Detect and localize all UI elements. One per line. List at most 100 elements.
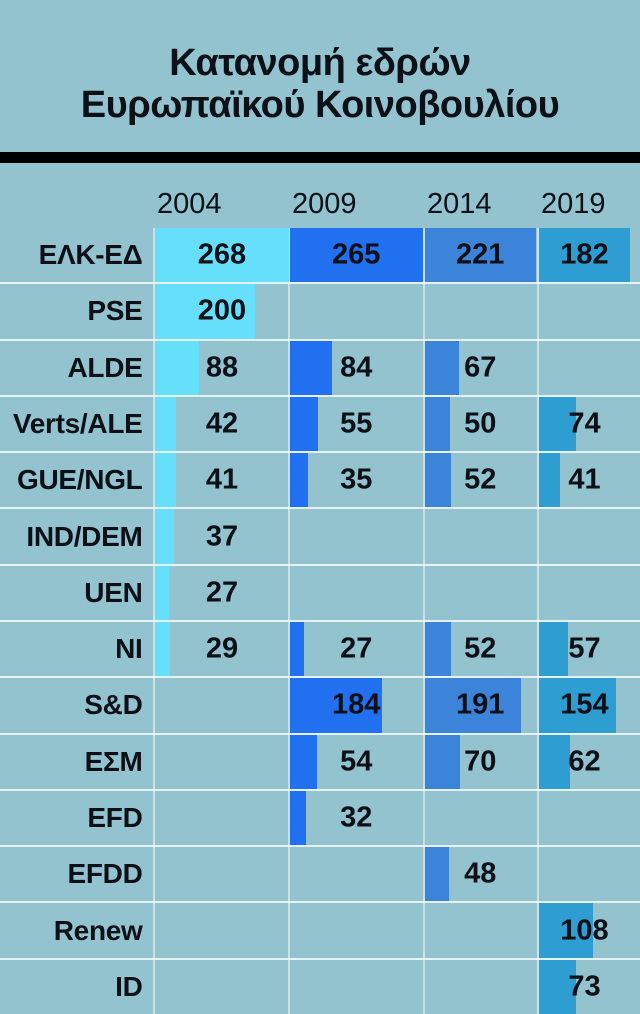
bar-value-2004: 268 — [197, 238, 247, 271]
bar-2014 — [425, 228, 536, 283]
bar-2019 — [539, 959, 576, 1014]
row-bars: 73 — [154, 959, 640, 1014]
year-header-2009: 2009 — [292, 188, 357, 220]
group-label: EFDD — [67, 858, 143, 890]
bar-value-2014: 191 — [456, 688, 505, 721]
group-label: PSE — [87, 295, 143, 327]
row-bars: 29 27 52 57 — [154, 621, 640, 677]
year-header-2019: 2019 — [541, 188, 606, 220]
bar-value-2004: 200 — [197, 294, 247, 327]
bar-2009 — [290, 228, 423, 283]
row-bars: 200 — [154, 284, 640, 339]
group-label: EFD — [87, 801, 143, 833]
bar-value-2004: 42 — [205, 407, 239, 440]
chart-row: IND/DEM 37 — [0, 509, 640, 566]
bar-value-2019: 154 — [560, 688, 609, 721]
bar-value-2019: 62 — [568, 745, 601, 778]
row-bars: 42 55 50 74 — [154, 396, 640, 452]
bar-2019 — [539, 734, 570, 789]
row-bars: 54 70 62 — [154, 734, 640, 789]
bar-value-2004: 29 — [205, 632, 239, 665]
group-label: S&D — [84, 689, 143, 721]
bar-2019 — [539, 678, 616, 733]
year-header-2014: 2014 — [427, 188, 492, 220]
bar-2009 — [290, 396, 318, 452]
bar-value-2014: 70 — [464, 745, 497, 778]
bar-value-2014: 221 — [456, 238, 505, 271]
group-label: ID — [115, 970, 143, 1002]
bar-2009 — [290, 340, 332, 395]
bar-2014 — [425, 678, 521, 733]
chart-row: UEN 27 — [0, 565, 640, 622]
year-header-2004: 2004 — [157, 188, 222, 220]
bar-2014 — [425, 340, 459, 395]
chart-title: Κατανομή εδρών Ευρωπαϊκού Κοινοβουλίου — [0, 0, 640, 152]
bar-2019 — [539, 396, 576, 452]
chart-row: NI 29 27 52 57 — [0, 621, 640, 679]
bar-value-2004: 27 — [205, 576, 239, 609]
bar-2009 — [290, 453, 308, 508]
bar-2014 — [425, 734, 460, 789]
bar-value-2019: 74 — [568, 407, 601, 440]
bar-2014 — [425, 621, 451, 677]
bar-value-2014: 52 — [464, 632, 497, 665]
row-bars: 27 — [154, 565, 640, 620]
bar-2009 — [290, 734, 317, 789]
row-bars: 88 84 67 — [154, 340, 640, 395]
group-label: GUE/NGL — [17, 464, 143, 496]
group-label: Verts/ALE — [12, 407, 143, 439]
bar-2004 — [155, 509, 174, 564]
year-header-row: 2004 2009 2014 2019 — [0, 163, 640, 228]
bar-value-2019: 41 — [568, 463, 601, 496]
bar-2009 — [290, 790, 306, 846]
chart-row: Renew 108 — [0, 903, 640, 960]
bar-2009 — [290, 621, 304, 677]
row-bars: 32 — [154, 790, 640, 846]
chart-row: PSE 200 — [0, 284, 640, 341]
bar-value-2009: 84 — [340, 351, 373, 384]
bar-2004 — [155, 396, 176, 452]
bar-value-2019: 108 — [560, 914, 609, 947]
bar-2004 — [155, 284, 255, 339]
bar-value-2019: 182 — [560, 238, 609, 271]
group-label: ALDE — [67, 351, 143, 383]
bar-value-2009: 35 — [340, 463, 373, 496]
bar-2014 — [425, 453, 451, 508]
bar-2004 — [155, 621, 170, 677]
bar-2004 — [155, 340, 199, 395]
group-label: ΕΛΚ-ΕΔ — [38, 239, 143, 271]
group-label: UEN — [84, 576, 143, 608]
bar-2019 — [539, 453, 560, 508]
row-bars: 184 191 154 — [154, 678, 640, 733]
group-label: Renew — [53, 914, 143, 946]
bar-2004 — [155, 453, 176, 508]
bar-value-2004: 88 — [205, 351, 239, 384]
bar-value-2014: 67 — [464, 351, 497, 384]
bar-2004 — [155, 565, 169, 620]
bar-2014 — [425, 396, 450, 452]
bar-value-2009: 55 — [340, 407, 373, 440]
bar-2019 — [539, 903, 593, 958]
chart-row: ΕΛΚ-ΕΔ 268 265 221 182 — [0, 228, 640, 285]
chart-title-line2: Ευρωπαϊκού Κοινοβουλίου — [80, 84, 560, 126]
row-bars: 108 — [154, 903, 640, 958]
chart-body: ΕΛΚ-ΕΔ 268 265 221 182 PSE 200 ALDE 88 84 67 Verts/… — [0, 228, 640, 1014]
group-label: ΕΣΜ — [84, 745, 143, 777]
chart-row: EFD 32 — [0, 790, 640, 848]
bar-value-2009: 54 — [340, 745, 373, 778]
chart-title-line1: Κατανομή εδρών — [169, 42, 471, 84]
bar-value-2014: 50 — [464, 407, 497, 440]
row-bars: 48 — [154, 847, 640, 902]
bar-value-2009: 27 — [340, 632, 373, 665]
bar-value-2014: 52 — [464, 463, 497, 496]
chart-row: ΕΣΜ 54 70 62 — [0, 734, 640, 791]
group-label: NI — [115, 633, 143, 665]
bar-value-2009: 32 — [340, 801, 373, 834]
bar-value-2009: 265 — [332, 238, 381, 271]
row-bars: 37 — [154, 509, 640, 564]
row-bars: 41 35 52 41 — [154, 453, 640, 508]
bar-value-2019: 73 — [568, 970, 601, 1003]
group-label: IND/DEM — [26, 520, 143, 552]
bar-2004 — [155, 228, 289, 283]
